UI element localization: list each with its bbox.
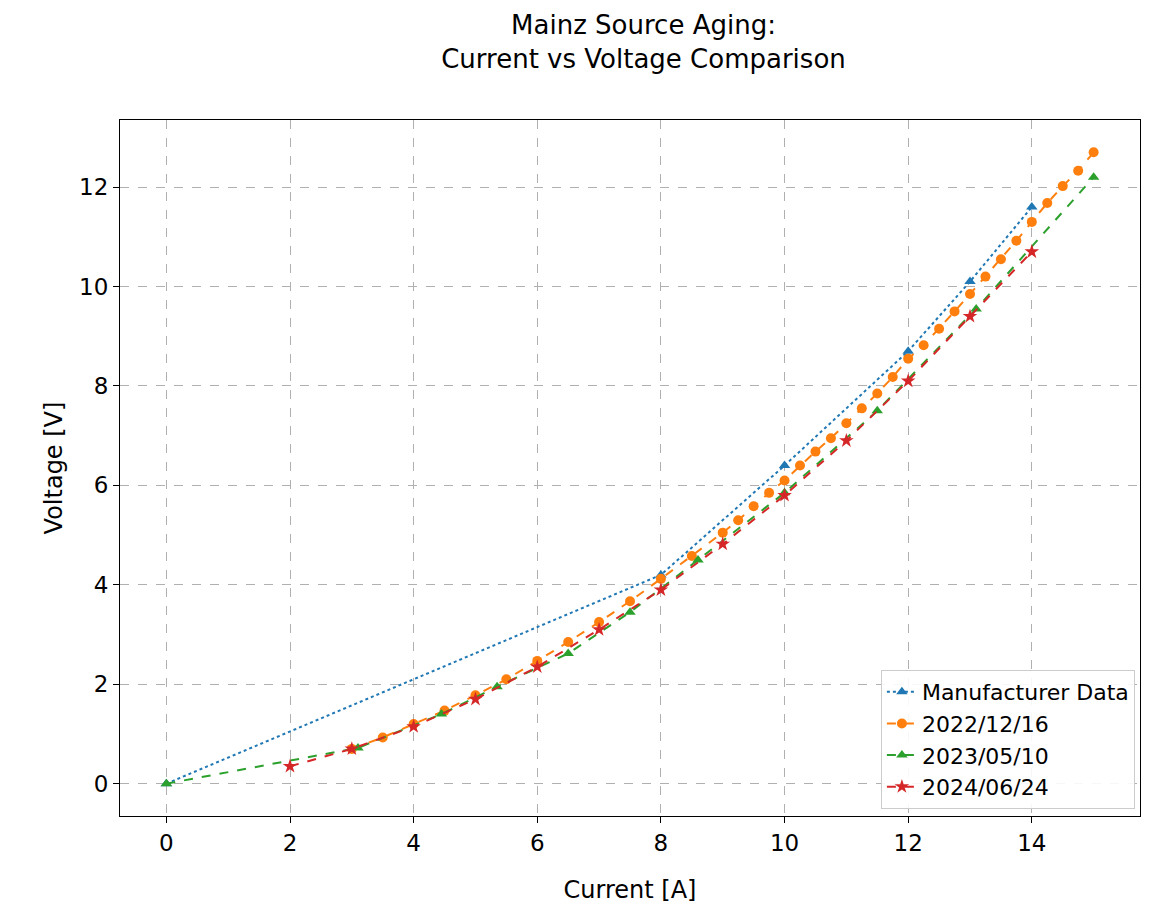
svg-text:2023/05/10: 2023/05/10	[922, 744, 1049, 769]
svg-text:4: 4	[406, 830, 421, 856]
svg-text:10: 10	[79, 274, 108, 300]
svg-text:Mainz Source Aging:Current vs: Mainz Source Aging:Current vs Voltage Co…	[441, 10, 846, 74]
svg-text:6: 6	[94, 472, 109, 498]
svg-text:4: 4	[94, 572, 109, 598]
svg-text:Current [A]: Current [A]	[564, 876, 697, 904]
svg-text:0: 0	[159, 830, 174, 856]
svg-text:12: 12	[79, 174, 108, 200]
svg-text:Manufacturer Data: Manufacturer Data	[922, 680, 1129, 705]
svg-text:2: 2	[283, 830, 298, 856]
svg-text:6: 6	[530, 830, 545, 856]
svg-text:2024/06/24: 2024/06/24	[922, 775, 1049, 800]
svg-text:2: 2	[94, 671, 109, 697]
svg-text:12: 12	[894, 830, 923, 856]
svg-text:8: 8	[654, 830, 669, 856]
svg-text:0: 0	[94, 771, 109, 797]
svg-text:2022/12/16: 2022/12/16	[922, 712, 1049, 737]
svg-text:Voltage [V]: Voltage [V]	[40, 402, 68, 535]
svg-text:8: 8	[94, 373, 109, 399]
svg-text:14: 14	[1017, 830, 1046, 856]
svg-text:10: 10	[770, 830, 799, 856]
